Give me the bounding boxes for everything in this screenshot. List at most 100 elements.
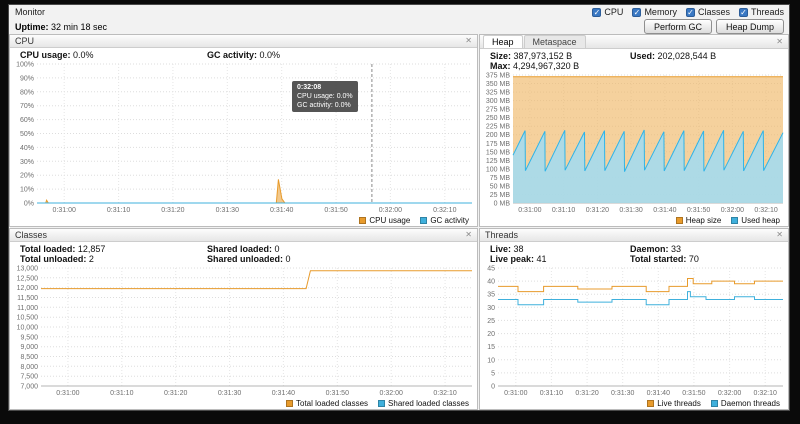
svg-text:0:32:10: 0:32:10: [433, 390, 456, 397]
svg-text:45: 45: [487, 266, 495, 273]
svg-text:0:32:00: 0:32:00: [380, 390, 403, 397]
svg-text:125 MB: 125 MB: [486, 158, 510, 165]
perform-gc-button[interactable]: Perform GC: [643, 19, 712, 34]
classes-panel-close-icon[interactable]: ✕: [465, 230, 472, 239]
svg-text:0:31:20: 0:31:20: [575, 390, 598, 397]
memory-tabs: Heap Metaspace ✕: [480, 35, 788, 49]
svg-text:25: 25: [487, 318, 495, 325]
svg-text:0: 0: [491, 384, 495, 391]
heap-panel: Heap Metaspace ✕ Size: 387,973,152 B Max…: [479, 34, 789, 227]
checkbox-classes[interactable]: ✓ Classes: [685, 7, 730, 17]
uptime-label: Uptime:: [15, 22, 49, 32]
svg-text:0:31:00: 0:31:00: [518, 207, 541, 214]
cpu-panel-close-icon[interactable]: ✕: [465, 36, 472, 45]
visualvm-monitor-window: Monitor ✓ CPU ✓ Memory ✓ Classes ✓ Threa…: [8, 4, 790, 411]
classes-chart-area: 13,000 12,500 12,000 11,500 11,000 10,500 10,0…: [10, 265, 477, 397]
svg-text:0:31:30: 0:31:30: [619, 207, 642, 214]
cpu-panel-title: CPU: [15, 36, 35, 46]
svg-text:50%: 50%: [20, 131, 34, 138]
checkbox-memory[interactable]: ✓ Memory: [632, 7, 677, 17]
svg-text:250 MB: 250 MB: [486, 115, 510, 122]
svg-text:0:31:20: 0:31:20: [164, 390, 187, 397]
svg-text:0:31:30: 0:31:30: [218, 390, 241, 397]
svg-text:0:31:10: 0:31:10: [540, 390, 563, 397]
threads-chart[interactable]: 45 40 35 30 25 20 15 10 5 0 0:31:00 0:31:10 0:31:20 0…: [480, 265, 788, 397]
memory-checkbox-check-icon: ✓: [632, 7, 642, 17]
svg-text:175 MB: 175 MB: [486, 141, 510, 148]
threads-panel-header: Threads ✕: [480, 229, 788, 242]
threads-checkbox-check-icon: ✓: [738, 7, 748, 17]
gc-activity-label: GC activity:: [207, 50, 258, 60]
total-started-stat: Total started: 70: [630, 254, 699, 264]
svg-text:375 MB: 375 MB: [486, 73, 510, 80]
heap-used-col: Used: 202,028,544 B: [610, 51, 716, 71]
svg-text:20: 20: [487, 331, 495, 338]
svg-text:7,500: 7,500: [20, 374, 38, 381]
svg-text:8,000: 8,000: [20, 364, 38, 371]
heap-size-swatch-icon: [675, 216, 683, 224]
svg-text:0:31:50: 0:31:50: [324, 207, 347, 214]
shared-loaded-swatch-icon: [378, 399, 386, 407]
cpu-usage-legend-item: CPU usage: [359, 216, 410, 225]
svg-text:40: 40: [487, 279, 495, 286]
checkbox-cpu[interactable]: ✓ CPU: [592, 7, 623, 17]
svg-text:0:32:10: 0:32:10: [433, 207, 456, 214]
tab-metaspace[interactable]: Metaspace: [523, 35, 586, 48]
svg-text:60%: 60%: [20, 117, 34, 124]
svg-text:10,500: 10,500: [17, 315, 39, 322]
tab-heap[interactable]: Heap: [483, 35, 523, 48]
threads-legend: Live threads Daemon threads: [480, 397, 788, 409]
svg-text:0:32:10: 0:32:10: [754, 390, 777, 397]
heap-legend: Heap size Used heap: [480, 214, 788, 226]
svg-text:35: 35: [487, 292, 495, 299]
svg-text:0:31:30: 0:31:30: [611, 390, 634, 397]
classes-shared-col: Shared loaded: 0 Shared unloaded: 0: [207, 244, 291, 264]
svg-text:0:31:20: 0:31:20: [586, 207, 609, 214]
heap-size-stat: Size: 387,973,152 B: [490, 51, 573, 61]
svg-text:90%: 90%: [20, 75, 34, 82]
svg-text:80%: 80%: [20, 89, 34, 96]
classes-legend: Total loaded classes Shared loaded class…: [10, 397, 477, 409]
threads-panel: Threads ✕ Live: 38 Live peak: 41 Daemon:…: [479, 228, 789, 410]
heap-size-max-col: Size: 387,973,152 B Max: 4,294,967,320 B: [490, 51, 610, 71]
cpu-usage-swatch-icon: [359, 216, 367, 224]
uptime-status: Uptime: 32 min 18 sec: [15, 22, 107, 32]
svg-text:0:31:40: 0:31:40: [647, 390, 670, 397]
cpu-chart[interactable]: 100% 90% 80% 70% 60% 50% 40% 30% 20% 10% 0% 0:31:00…: [10, 61, 477, 214]
threads-stats: Live: 38 Live peak: 41 Daemon: 33 Total …: [480, 242, 788, 265]
svg-text:15: 15: [487, 344, 495, 351]
classes-panel-title: Classes: [15, 230, 48, 240]
heap-dump-button[interactable]: Heap Dump: [715, 19, 784, 34]
threads-live-col: Live: 38 Live peak: 41: [490, 244, 610, 264]
svg-text:0:32:00: 0:32:00: [721, 207, 744, 214]
svg-text:0:31:10: 0:31:10: [110, 390, 133, 397]
svg-text:0:31:00: 0:31:00: [56, 390, 79, 397]
heap-chart-area: 375 MB 350 MB 325 MB 300 MB 275 MB 250 MB 225 …: [480, 72, 788, 214]
classes-chart[interactable]: 13,000 12,500 12,000 11,500 11,000 10,500 10,0…: [10, 265, 477, 397]
cpu-panel: CPU ✕ CPU usage: 0.0% GC activity: 0.0% …: [9, 34, 478, 227]
svg-text:0:31:40: 0:31:40: [270, 207, 293, 214]
checkbox-classes-label: Classes: [697, 7, 730, 17]
total-loaded-legend-item: Total loaded classes: [286, 399, 368, 408]
svg-text:300 MB: 300 MB: [486, 98, 510, 105]
shared-loaded-stat: Shared loaded: 0: [207, 244, 280, 254]
svg-text:5: 5: [491, 370, 495, 377]
daemon-threads-legend-item: Daemon threads: [710, 399, 780, 408]
svg-text:0:31:50: 0:31:50: [326, 390, 349, 397]
svg-text:9,500: 9,500: [20, 334, 38, 341]
cpu-usage-value: 0.0%: [73, 50, 94, 60]
svg-text:150 MB: 150 MB: [486, 149, 510, 156]
threads-panel-close-icon[interactable]: ✕: [776, 230, 783, 239]
svg-text:200 MB: 200 MB: [486, 132, 510, 139]
svg-text:12,500: 12,500: [17, 275, 39, 282]
checkbox-threads[interactable]: ✓ Threads: [738, 7, 784, 17]
gc-activity-legend-item: GC activity: [420, 216, 469, 225]
svg-text:8,500: 8,500: [20, 354, 38, 361]
svg-text:30%: 30%: [20, 159, 34, 166]
svg-text:20%: 20%: [20, 173, 34, 180]
heap-panel-close-icon[interactable]: ✕: [776, 37, 783, 46]
total-unloaded-stat: Total unloaded: 2: [20, 254, 94, 264]
svg-text:100 MB: 100 MB: [486, 166, 510, 173]
gc-activity-swatch-icon: [420, 216, 428, 224]
